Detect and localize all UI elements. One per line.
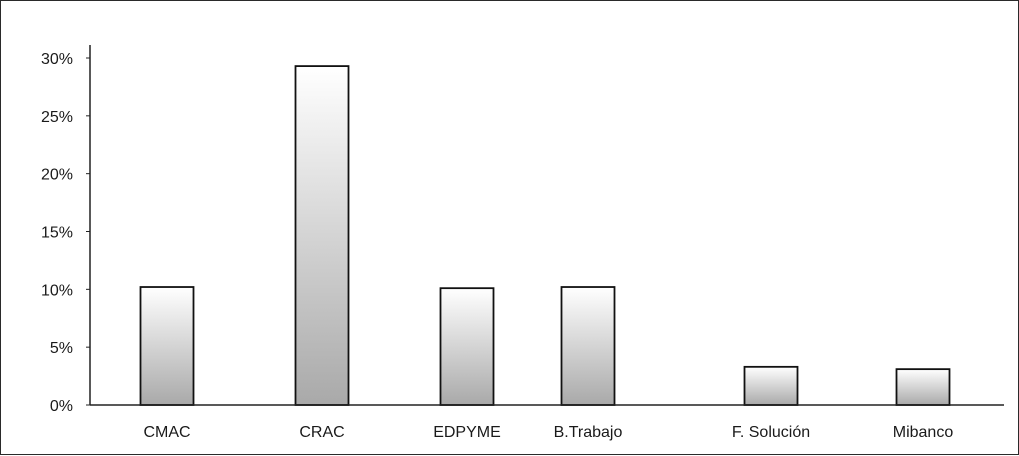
bar-edpyme (439, 287, 495, 406)
y-axis: 0% 5% 10% 15% 20% 25% 30% (41, 45, 91, 415)
y-tick-label: 25% (41, 109, 73, 126)
y-tick-label: 5% (50, 340, 73, 357)
x-tick-label: F. Solución (732, 424, 810, 441)
y-tick-label: 15% (41, 225, 73, 242)
bar-mibanco (895, 368, 951, 406)
bar-f-soluci-n (743, 365, 799, 406)
bar-cmac (139, 286, 195, 406)
x-axis: CMAC CRAC EDPYME B.Trabajo F. Solución Mibanc… (90, 404, 1004, 441)
y-tick-label: 30% (41, 51, 73, 68)
bar-b-trabajo (560, 286, 616, 406)
bars (139, 65, 951, 406)
y-tick-label: 10% (41, 282, 73, 299)
bar-crac (294, 65, 350, 406)
x-tick-label: B.Trabajo (554, 424, 623, 441)
x-tick-label: EDPYME (433, 424, 501, 441)
y-tick-label: 20% (41, 167, 73, 184)
y-tick-label: 0% (50, 398, 73, 415)
x-tick-label: Mibanco (893, 424, 954, 441)
x-tick-label: CRAC (299, 424, 344, 441)
x-tick-label: CMAC (143, 424, 190, 441)
